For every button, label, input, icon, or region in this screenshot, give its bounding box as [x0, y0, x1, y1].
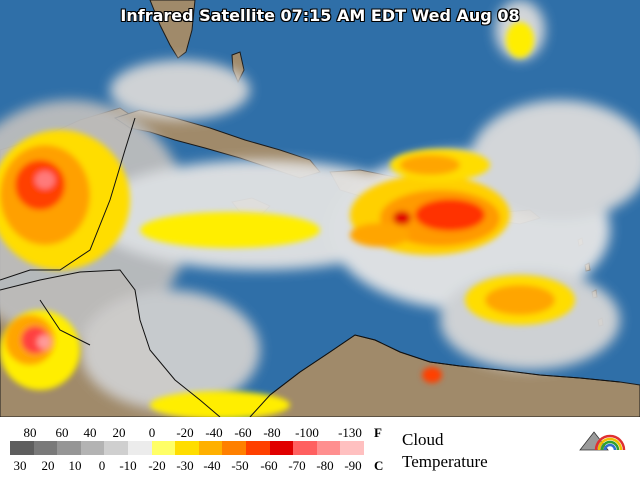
c-tick: -40 — [203, 458, 221, 473]
f-tick: -60 — [234, 425, 252, 440]
f-tick: 20 — [112, 425, 126, 440]
c-tick: -70 — [288, 458, 306, 473]
colorbar-swatch — [198, 441, 223, 455]
colorbar-swatch — [33, 441, 58, 455]
f-tick: -130 — [338, 425, 362, 440]
c-tick: 0 — [98, 458, 106, 473]
c-tick: -20 — [148, 458, 166, 473]
satellite-map — [0, 0, 640, 417]
legend-caption-temperature: Temperature — [402, 452, 488, 471]
f-tick: -20 — [176, 425, 194, 440]
c-tick: -80 — [316, 458, 334, 473]
cloud-light-north — [110, 60, 250, 120]
colorbar-swatch — [10, 441, 34, 455]
colorbar-swatch — [151, 441, 176, 455]
f-tick: -40 — [205, 425, 223, 440]
colorbar-swatch — [104, 441, 128, 455]
boundaries — [0, 117, 621, 417]
rainbow-logo-icon — [579, 431, 626, 451]
map-title: Infrared Satellite 07:15 AM EDT Wed Aug … — [120, 6, 520, 25]
f-tick: 0 — [148, 425, 156, 440]
f-tick: 60 — [55, 425, 69, 440]
temperature-colorbar — [10, 441, 364, 455]
c-tick: 20 — [41, 458, 55, 473]
f-tick: 80 — [23, 425, 37, 440]
c-tick: -90 — [344, 458, 362, 473]
legend-caption-cloud: Cloud — [402, 430, 444, 449]
f-tick: -80 — [263, 425, 281, 440]
colorbar-swatch — [340, 441, 364, 455]
c-tick: -50 — [231, 458, 249, 473]
celsius-unit: C — [374, 458, 384, 473]
land-florida — [149, 0, 196, 59]
colorbar-swatch — [80, 441, 105, 455]
c-tick: -60 — [260, 458, 278, 473]
c-tick: -30 — [176, 458, 194, 473]
colorbar-swatch — [175, 441, 199, 455]
colorbar-swatch — [316, 441, 341, 455]
c-tick: -10 — [119, 458, 137, 473]
colorbar-swatch — [57, 441, 81, 455]
colorbar-swatch — [222, 441, 246, 455]
colorbar-swatch — [127, 441, 152, 455]
colorbar-swatch — [245, 441, 270, 455]
colorbar-swatch — [293, 441, 317, 455]
c-tick: 10 — [68, 458, 82, 473]
cloud-light-ne — [470, 100, 640, 220]
cloud-light-sw — [80, 290, 260, 410]
c-tick: 30 — [13, 458, 27, 473]
fahrenheit-unit: F — [374, 425, 382, 440]
cloud-cover — [0, 0, 640, 417]
f-tick: 40 — [83, 425, 97, 440]
colorbar-swatch — [269, 441, 294, 455]
f-tick: -100 — [295, 425, 319, 440]
